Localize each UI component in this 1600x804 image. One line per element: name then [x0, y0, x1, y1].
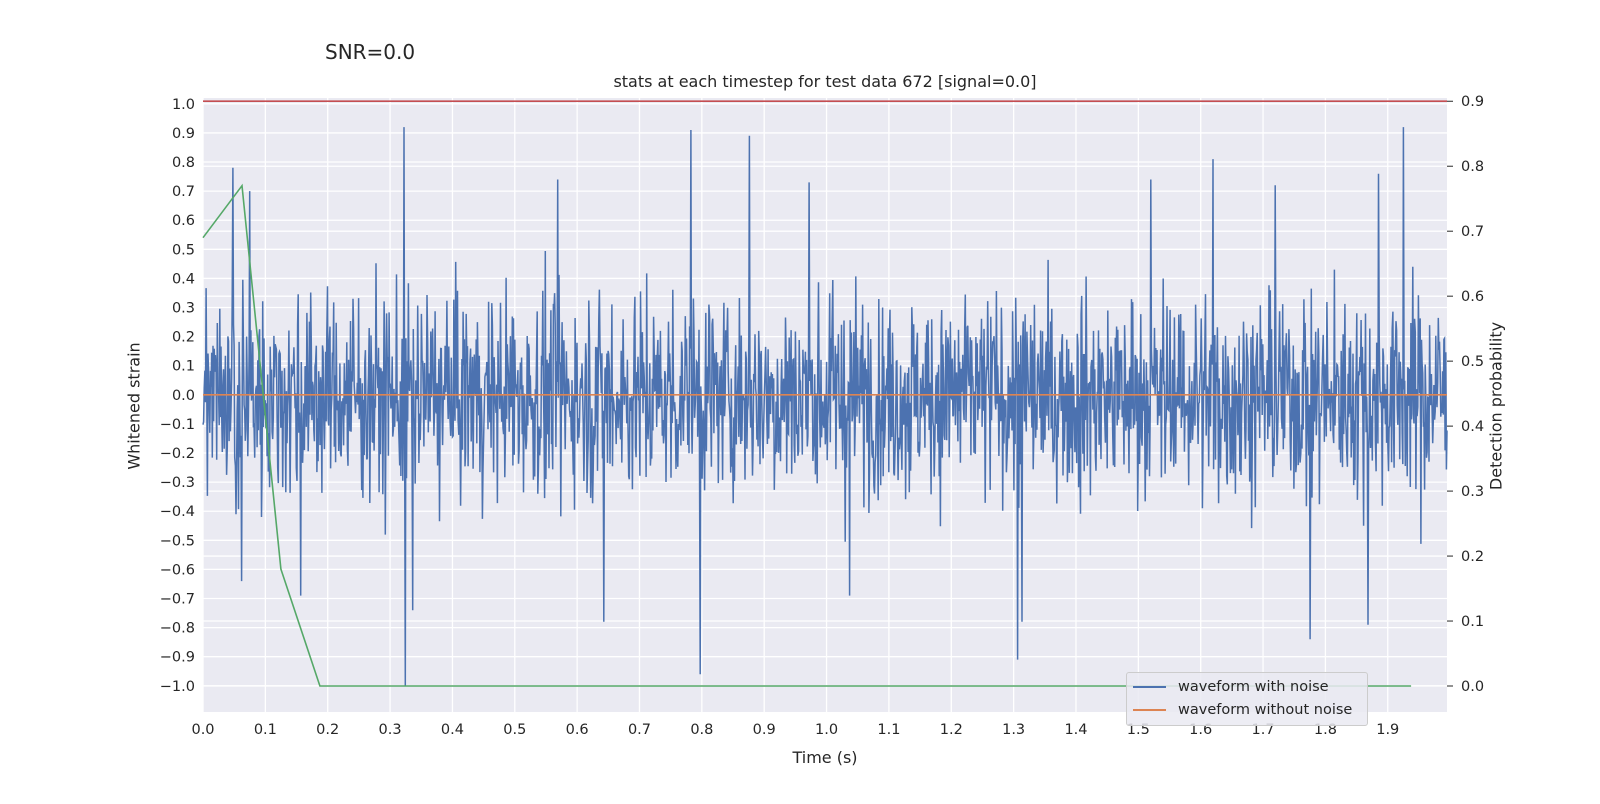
y-tick-label: −0.4	[160, 504, 195, 520]
chart-title: stats at each timestep for test data 672…	[613, 72, 1037, 91]
y-tick-label: 0.4	[172, 271, 195, 287]
y-tick-label: 0.6	[172, 213, 195, 229]
x-tick-label: 1.4	[1064, 722, 1087, 738]
x-tick-label: 0.2	[316, 722, 339, 738]
y-tick-label: −0.8	[160, 621, 195, 637]
legend-entry-clean: waveform without noise	[1127, 699, 1352, 721]
y-right-tick-label: 0.3	[1461, 484, 1484, 500]
x-tick-label: 1.5	[1127, 722, 1150, 738]
y-right-tick-label: 0.7	[1461, 224, 1484, 240]
y-tick-label: 0.2	[172, 330, 195, 346]
y-tick-label: −0.9	[160, 650, 195, 666]
y-right-tick-label: 0.1	[1461, 614, 1484, 630]
x-tick-label: 0.6	[566, 722, 589, 738]
x-tick-label: 1.3	[1002, 722, 1025, 738]
legend-label-noise: waveform with noise	[1178, 679, 1329, 695]
x-tick-label: 1.2	[940, 722, 963, 738]
x-tick-label: 0.4	[441, 722, 464, 738]
snr-label: SNR=0.0	[325, 40, 416, 64]
series-layer	[202, 100, 1448, 687]
y-right-tick-label: 0.2	[1461, 549, 1484, 565]
y-right-tick-label: 0.5	[1461, 354, 1484, 370]
y-right-tick-label: 0.6	[1461, 289, 1484, 305]
y-tick-label: 0.5	[172, 242, 195, 258]
y-tick-labels: 1.0 0.9 0.8 0.7 0.6 0.5 0.4 0.3 0.2 0.1 0.0 −0.1 −0.…	[160, 97, 195, 695]
x-tick-labels: 0.0 0.1 0.2 0.3 0.4 0.5 0.6 0.7 0.8 0.9 1.0 1.1 1.2 1…	[191, 722, 1399, 738]
y-tick-label: 1.0	[172, 97, 195, 113]
y-right-tick-label: 0.8	[1461, 159, 1484, 175]
y-tick-label: 0.1	[172, 359, 195, 375]
legend-entry-noise: waveform with noise	[1127, 676, 1329, 698]
series-detection-probability	[202, 183, 1412, 687]
y-tick-label: 0.3	[172, 301, 195, 317]
y-tick-label: −1.0	[160, 679, 195, 695]
y-tick-label: −0.6	[160, 562, 195, 578]
x-tick-label: 0.8	[690, 722, 713, 738]
x-tick-label: 0.0	[191, 722, 214, 738]
x-axis-label: Time (s)	[792, 748, 858, 767]
y-tick-label: 0.7	[172, 184, 195, 200]
y-tick-label: 0.9	[172, 126, 195, 142]
x-tick-label: 0.9	[753, 722, 776, 738]
y-tick-label: 0.8	[172, 155, 195, 171]
y-right-tick-label: 0.0	[1461, 679, 1484, 695]
x-tick-label: 0.3	[379, 722, 402, 738]
y-tick-label: −0.7	[160, 592, 195, 608]
y-right-tick-labels: 0.9 0.8 0.7 0.6 0.5 0.4 0.3 0.2 0.1 0.0	[1447, 94, 1484, 695]
y-right-tick-label: 0.9	[1461, 94, 1484, 110]
x-tick-label: 1.0	[815, 722, 838, 738]
x-tick-label: 1.6	[1189, 722, 1212, 738]
x-tick-label: 1.1	[877, 722, 900, 738]
legend-swatch-noise	[1133, 686, 1166, 688]
x-tick-label: 1.8	[1314, 722, 1337, 738]
x-tick-label: 0.5	[503, 722, 526, 738]
y-axis-label: Whitened strain	[124, 342, 144, 470]
x-tick-label: 0.7	[628, 722, 651, 738]
y-right-tick-label: 0.4	[1461, 419, 1484, 435]
x-tick-label: 1.7	[1252, 722, 1275, 738]
x-tick-label: 0.1	[254, 722, 277, 738]
series-waveform-with-noise	[202, 127, 1448, 686]
y-tick-label: 0.0	[172, 388, 195, 404]
y-axis-right-label: Detection probability	[1486, 321, 1506, 491]
y-tick-label: −0.2	[160, 446, 195, 462]
legend: waveform with noise waveform without noi…	[1126, 672, 1368, 726]
y-tick-label: −0.3	[160, 475, 195, 491]
y-tick-label: −0.1	[160, 417, 195, 433]
legend-label-clean: waveform without noise	[1178, 702, 1353, 718]
legend-swatch-clean	[1133, 709, 1166, 711]
x-tick-label: 1.9	[1376, 722, 1399, 738]
y-tick-label: −0.5	[160, 533, 195, 549]
